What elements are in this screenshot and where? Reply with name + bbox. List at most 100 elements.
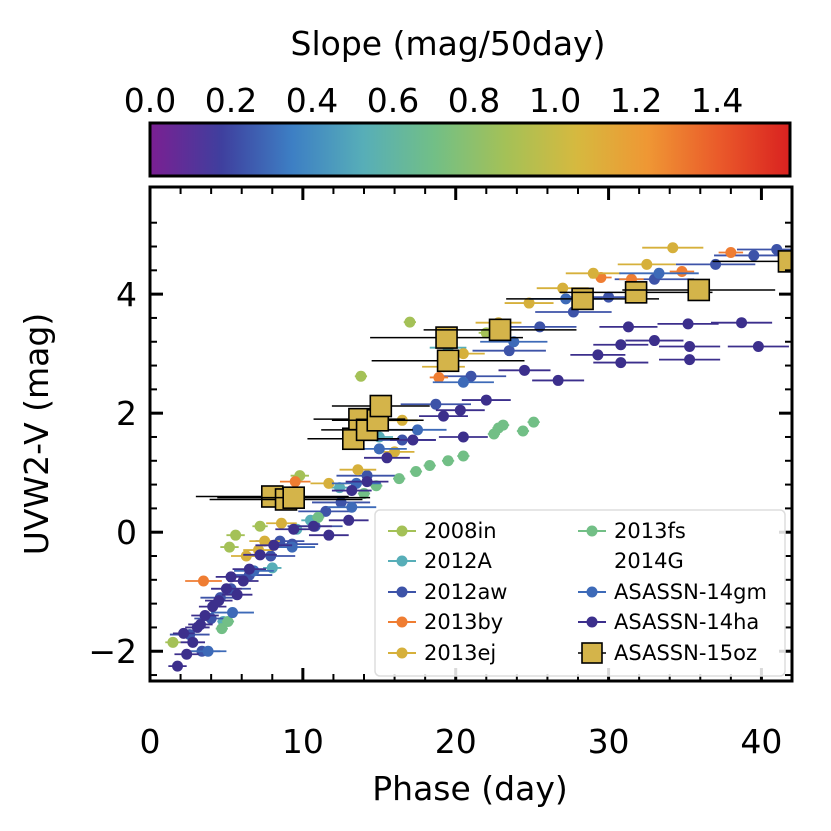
data-point — [710, 258, 722, 270]
legend-label: 2013fs — [614, 519, 686, 543]
data-point — [213, 595, 225, 607]
data-point — [552, 374, 564, 386]
data-point — [777, 250, 792, 273]
data-point — [198, 575, 209, 587]
legend-item: 2012aw — [388, 580, 508, 604]
data-point — [259, 535, 271, 547]
legend-marker — [586, 616, 598, 628]
data-point — [684, 354, 696, 366]
data-point — [736, 317, 748, 329]
data-point — [424, 460, 436, 472]
legend-item: 2008in — [388, 519, 497, 543]
data-point — [587, 267, 599, 279]
data-point — [488, 318, 512, 342]
data-point — [410, 465, 422, 477]
x-tick-label: 20 — [435, 722, 477, 761]
data-point — [355, 370, 367, 382]
data-point — [433, 371, 445, 383]
plot-area — [165, 242, 792, 672]
series-asassn-14ha — [168, 317, 789, 672]
data-point — [222, 615, 234, 627]
legend-marker — [581, 642, 603, 664]
legend-item: ASASSN-15oz — [578, 641, 757, 665]
y-tick-label: 4 — [116, 275, 137, 314]
colorbar-tick-label: 1.0 — [529, 81, 581, 120]
data-point — [517, 425, 529, 437]
y-tick-label: 0 — [116, 513, 137, 552]
colorbar-tick-label: 0.8 — [448, 81, 500, 120]
data-point — [369, 394, 393, 418]
data-point — [528, 416, 540, 428]
data-point — [320, 505, 332, 517]
data-point — [227, 607, 239, 619]
data-point — [254, 520, 266, 532]
data-point — [187, 636, 199, 648]
data-point — [641, 258, 653, 270]
y-tick-label: 2 — [116, 394, 137, 433]
legend-label: ASASSN-14gm — [614, 580, 767, 604]
data-point — [437, 410, 449, 422]
data-point — [240, 550, 252, 562]
data-point — [676, 266, 688, 278]
legend-item: 2014G — [614, 549, 684, 573]
legend-marker — [586, 525, 598, 537]
data-point — [346, 485, 358, 497]
data-point — [323, 477, 335, 489]
x-tick-label: 10 — [282, 722, 324, 761]
legend-item: 2012A — [388, 549, 492, 573]
x-tick-label: 0 — [140, 722, 161, 761]
data-point — [435, 326, 458, 349]
data-point — [457, 431, 469, 443]
data-point — [615, 339, 627, 351]
data-point — [361, 476, 373, 488]
data-point — [352, 464, 364, 476]
legend-label: 2012aw — [424, 580, 508, 604]
legend-label: 2013by — [424, 610, 503, 634]
data-point — [648, 335, 660, 347]
data-point — [243, 563, 255, 575]
colorbar-label: Slope (mag/50day) — [291, 24, 606, 63]
data-point — [289, 476, 301, 488]
x-axis-label: Phase (day) — [372, 769, 567, 808]
legend-label: 2014G — [614, 549, 684, 573]
data-point — [282, 486, 305, 509]
data-point — [497, 419, 509, 431]
data-point — [592, 349, 604, 361]
data-point — [725, 246, 737, 258]
data-point — [199, 610, 211, 622]
data-point — [442, 455, 454, 467]
data-point — [457, 450, 469, 462]
colorbar-tick-label: 0.4 — [286, 81, 338, 120]
colorbar-tick-label: 1.4 — [691, 81, 743, 120]
series-asassn-15oz — [195, 250, 792, 511]
legend-marker — [396, 586, 408, 598]
colorbar-ticks: 0.0 0.2 0.4 0.6 0.8 1.0 1.2 1.4 — [124, 81, 743, 137]
data-point — [412, 424, 423, 436]
legend-marker — [396, 616, 408, 628]
data-point — [752, 341, 764, 353]
data-point — [667, 242, 679, 254]
data-point — [237, 575, 249, 587]
legend-marker — [396, 647, 408, 659]
colorbar-tick-label: 0.6 — [367, 81, 419, 120]
data-point — [404, 316, 416, 328]
data-point — [275, 517, 287, 529]
series-2013fs — [215, 416, 540, 635]
data-point — [571, 287, 594, 311]
data-point — [194, 618, 206, 630]
data-point — [684, 341, 696, 353]
legend-item: ASASSN-14ha — [578, 610, 759, 634]
legend-label: 2012A — [424, 549, 492, 573]
data-point — [407, 434, 419, 446]
data-point — [457, 376, 469, 388]
colorbar-tick-label: 0.0 — [124, 81, 176, 120]
data-point — [181, 648, 193, 660]
data-point — [202, 645, 214, 657]
colorbar — [148, 121, 792, 178]
data-point — [557, 282, 569, 294]
colorbar-tick-label: 0.2 — [205, 81, 257, 120]
data-point — [220, 583, 232, 595]
data-point — [178, 627, 190, 639]
data-point — [603, 291, 615, 303]
